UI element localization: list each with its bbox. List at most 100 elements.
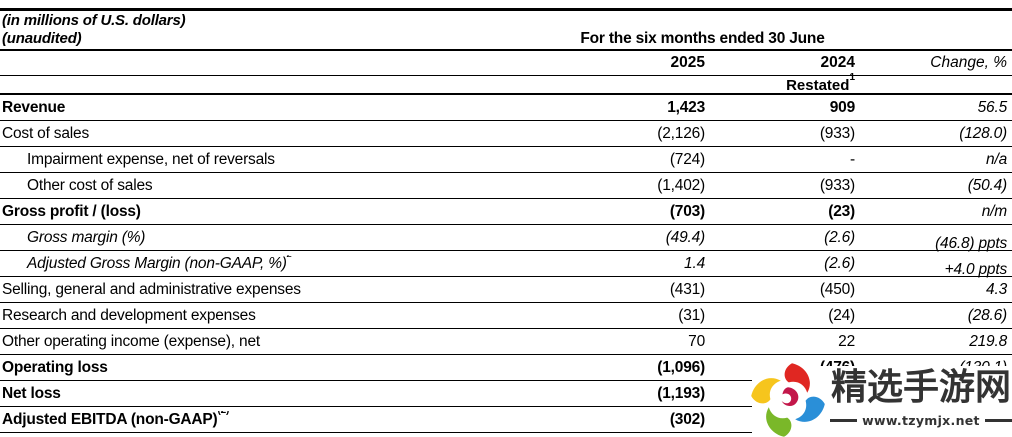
table-row: Cost of sales (2,126) (933) (128.0) [0,121,1012,147]
row-label-text: Gross margin (%) [27,228,146,246]
divider-rule [0,49,1012,51]
row-label: Adjusted Gross Margin (non-GAAP, %)2 [0,255,560,273]
row-label: Cost of sales [0,125,560,143]
value-change: 4.3 [986,280,1007,298]
value-2024: 909 [829,98,855,116]
value-2025: (1,402) [657,176,705,194]
value-2025: 70 [688,332,705,350]
value-change: +4.0 ppts [944,260,1008,278]
column-header-2024: 2024 [820,54,855,71]
logo-red-swoosh [784,363,810,393]
value-2025: (2,126) [657,124,705,142]
row-label-text: Gross profit / (loss) [2,202,141,220]
table-row: Other cost of sales (1,402) (933) (50.4) [0,173,1012,199]
value-change: n/m [981,202,1007,220]
row-label: Revenue [0,99,560,117]
value-change: (46.8) ppts [935,234,1007,252]
watermark-url-row: www.tzymjx.net [830,413,1012,428]
value-2024: - [850,150,855,168]
row-label-text: Adjusted Gross Margin (non-GAAP, %) [27,254,287,272]
value-2024: (933) [819,124,855,142]
value-2025: (302) [669,410,705,428]
table-row: Adjusted Gross Margin (non-GAAP, %)2 1.4… [0,251,1012,278]
row-label: Other operating income (expense), net [0,333,560,351]
column-header-2025: 2025 [670,54,705,71]
table-row: Revenue 1,423 909 56.5 [0,95,1012,121]
value-2024: 22 [838,332,855,350]
logo-crimson-swirl [781,387,799,407]
table-row: Net loss (1,193) [0,381,1012,407]
table-row: Gross profit / (loss) (703) (23) n/m [0,199,1012,225]
value-2025: (431) [669,280,705,298]
value-2025: (724) [669,150,705,168]
pinwheel-logo-icon [751,363,825,437]
value-2025: (49.4) [665,228,705,246]
table-row: Selling, general and administrative expe… [0,277,1012,303]
watermark-site-url: www.tzymjx.net [862,413,980,428]
value-change: n/a [986,150,1007,168]
table-row: Other operating income (expense), net 70… [0,329,1012,355]
row-label: Gross profit / (loss) [0,203,560,221]
watermark-left-dash [830,419,858,422]
restated-text: Restated [786,77,850,94]
row-label: Gross margin (%) [0,229,560,247]
value-2024: (2.6) [824,228,855,246]
value-change: (28.6) [967,306,1007,324]
unit-note: (in millions of U.S. dollars) (unaudited… [2,12,186,48]
row-label-text: Net loss [2,384,61,402]
value-2024: (2.6) [824,254,855,272]
row-label: Research and development expenses [0,307,560,325]
value-2025: (1,096) [657,358,705,376]
top-rule [0,8,1012,11]
value-2024: (24) [828,306,855,324]
row-label-text: Revenue [2,98,66,116]
value-2024: (23) [828,202,855,220]
row-label: Other cost of sales [0,177,560,195]
value-change: (128.0) [959,124,1007,142]
restated-footnote-marker: 1 [849,72,855,83]
table-row: Gross margin (%) (49.4) (2.6) (46.8) ppt… [0,225,1012,252]
column-header-change: Change, % [930,54,1007,71]
row-footnote-marker: (2) [217,410,230,417]
logo-yellow-swoosh [751,378,781,404]
row-label-text: Selling, general and administrative expe… [2,280,301,298]
watermark-text-block: 精选手游网 www.tzymjx.net [830,366,1012,428]
value-2024: (450) [819,280,855,298]
unit-note-line1: (in millions of U.S. dollars) [2,12,186,29]
value-2025: 1.4 [684,254,705,272]
row-label: Impairment expense, net of reversals [0,151,560,169]
value-2024: (933) [819,176,855,194]
value-2025: (31) [678,306,705,324]
restated-label: Restated1 [786,73,855,95]
divider-rule [0,75,1012,76]
watermark: 精选手游网 www.tzymjx.net [751,363,1012,437]
value-2025: (1,193) [657,384,705,402]
row-label-text: Research and development expenses [2,306,256,324]
divider-rule [0,93,1012,95]
row-footnote-marker: 2 [286,254,293,261]
watermark-right-dash [984,419,1012,422]
row-label: Selling, general and administrative expe… [0,281,560,299]
period-header: For the six months ended 30 June [580,30,825,47]
row-label: Net loss [0,385,560,403]
value-2025: (703) [669,202,705,220]
row-label-text: Other cost of sales [27,176,153,194]
value-change: (50.4) [967,176,1007,194]
row-label-text: Impairment expense, net of reversals [27,150,275,168]
row-label-text: Operating loss [2,358,108,376]
row-label-text: Cost of sales [2,124,89,142]
logo-green-swoosh [766,407,792,437]
logo-blue-swoosh [795,396,825,422]
value-change: 219.8 [969,332,1007,350]
row-label-text: Other operating income (expense), net [2,332,260,350]
table-row: Adjusted EBITDA (non-GAAP)(2) (302) [0,407,1012,433]
watermark-site-name: 精选手游网 [830,367,1011,408]
unit-note-line2: (unaudited) [2,30,82,47]
value-change: 56.5 [977,98,1008,116]
value-2025: 1,423 [667,98,705,116]
row-label-text: Adjusted EBITDA (non-GAAP) [2,410,218,428]
row-label: Operating loss [0,359,560,377]
row-label: Adjusted EBITDA (non-GAAP)(2) [0,411,560,429]
table-row: Impairment expense, net of reversals (72… [0,147,1012,173]
